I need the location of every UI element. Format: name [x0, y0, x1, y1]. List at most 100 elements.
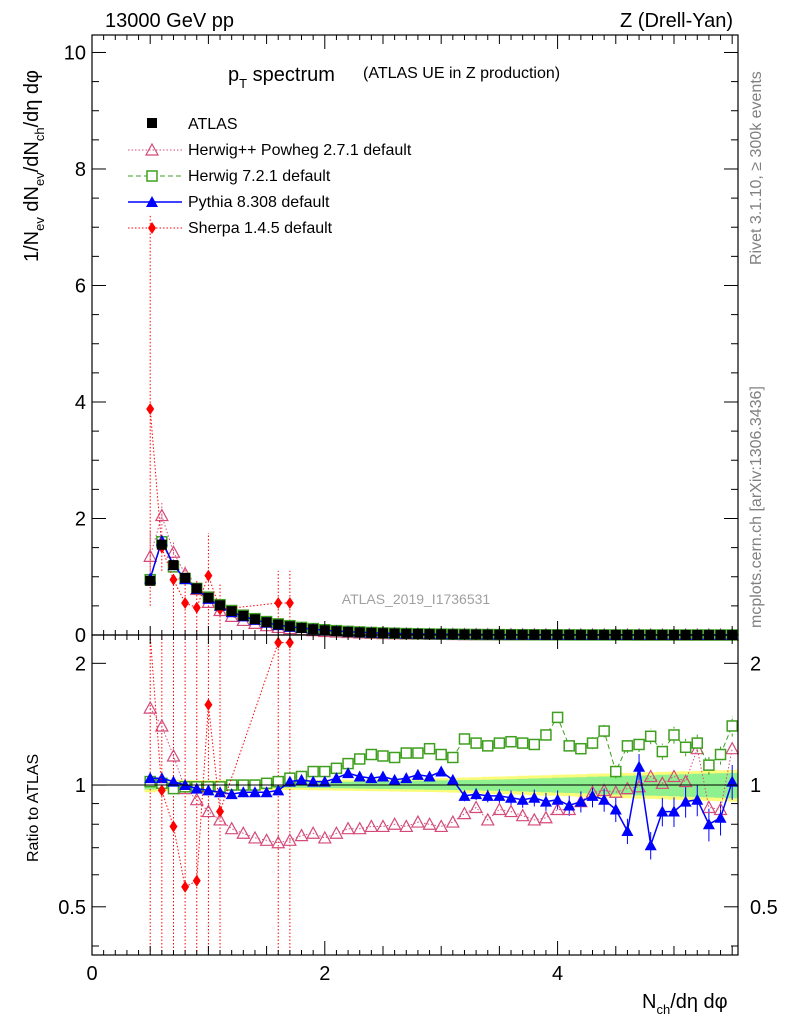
ratio-herwig7-point: [610, 765, 622, 778]
ratio-herwigpp-point: [294, 828, 309, 842]
ratio-herwigpp-point: [282, 833, 297, 846]
ratio-pythia-point: [633, 760, 646, 772]
ratio-herwigpp-point: [154, 718, 169, 732]
main-sherpa-point: [146, 402, 155, 415]
ratio-herwigpp-point: [457, 806, 472, 820]
title-p: p: [228, 64, 239, 86]
ratio-herwigpp-point: [550, 802, 565, 816]
legend: ATLAS Herwig++ Powheg 2.7.1 default Herw…: [128, 116, 412, 237]
main-atlas-point: [249, 614, 260, 625]
main-y-tick-label: 2: [75, 508, 86, 530]
ratio-herwigpp-point: [189, 792, 204, 806]
main-sherpa-point: [192, 601, 201, 614]
ratio-herwig7-point: [505, 735, 517, 748]
legend-herwigpp: Herwig++ Powheg 2.7.1 default: [188, 142, 412, 159]
x-axis-label: Nch/dη dφ: [642, 991, 728, 1017]
ratio-herwig7-point: [644, 730, 657, 743]
main-atlas-point: [191, 583, 202, 594]
ratio-sherpa-point: [181, 880, 190, 893]
main-y-tick-label: 8: [75, 159, 86, 181]
ratio-herwig7-point: [691, 737, 704, 749]
ratio-pythia-point: [411, 768, 424, 780]
ratio-herwigpp-point: [643, 769, 658, 783]
main-series-herwigpp: [143, 508, 740, 641]
main-y-tick-label: 10: [64, 42, 86, 64]
main-atlas-point: [203, 592, 214, 603]
ratio-herwig7-point: [412, 747, 424, 759]
ratio-herwigpp-point: [445, 814, 460, 828]
ratio-herwig7-point: [458, 733, 471, 745]
ratio-herwig7-point: [365, 748, 378, 761]
ratio-herwigpp-point: [306, 826, 321, 839]
ratio-herwig7-point: [493, 737, 506, 749]
ratio-y-tick-label-right: 0.5: [750, 897, 778, 919]
ratio-herwig7-point: [528, 738, 541, 751]
xlabel-sub: ch: [656, 1002, 670, 1017]
ratio-herwig7-point: [726, 720, 738, 732]
main-series-atlas: [145, 539, 738, 640]
ratio-pythia-point: [516, 793, 529, 805]
ratio-pythia-point: [155, 772, 168, 784]
ratio-herwig7-point: [679, 741, 692, 754]
ratio-y-tick-label-right: 1: [750, 775, 761, 797]
ratio-pythia-point: [190, 782, 203, 794]
ratio-pythia-point: [214, 786, 227, 798]
ratio-herwigpp-point: [399, 819, 414, 833]
ratio-pythia-point: [295, 773, 308, 785]
ratio-herwig7-point: [575, 742, 587, 755]
ratio-pythia-point: [691, 793, 704, 805]
mcplots-text: mcplots.cern.ch [arXiv:1306.3436]: [748, 386, 765, 628]
ratio-pythia-point: [667, 805, 680, 817]
ratio-series-sherpa: [149, 634, 294, 893]
ratio-herwig7-point: [668, 729, 680, 741]
main-atlas-point: [273, 619, 284, 630]
main-sherpa-point: [204, 569, 213, 582]
ratio-herwigpp-point: [678, 774, 693, 788]
ratio-herwig7-point: [447, 751, 459, 764]
ratio-herwig7-point: [598, 725, 610, 737]
legend-sherpa: Sherpa 1.4.5 default: [188, 220, 333, 237]
main-series-pythia: [144, 534, 739, 640]
ratio-herwigpp-point: [538, 810, 553, 824]
ratio-herwig7-point: [586, 737, 599, 749]
ratio-herwigpp-point: [329, 826, 344, 839]
ratio-pythia-point: [493, 789, 506, 801]
legend-atlas-marker: [147, 118, 157, 128]
ratio-herwig7-point: [388, 751, 401, 764]
ratio-pythia-point: [470, 788, 483, 800]
main-herwigpp-point: [143, 549, 158, 562]
ratio-herwigpp-point: [480, 812, 495, 826]
main-atlas-point: [284, 621, 295, 632]
ratio-pythia-point: [144, 772, 157, 784]
legend-herwig7-marker: [146, 170, 158, 182]
ratio-pythia-point: [621, 824, 634, 836]
main-series-herwig7: [144, 536, 738, 641]
ratio-herwigpp-point: [725, 741, 740, 755]
ratio-pythia-point: [167, 775, 180, 787]
ratio-pythia-point: [656, 805, 669, 817]
main-y-tick-label: 6: [75, 275, 86, 297]
ratio-herwig7-point: [540, 729, 552, 741]
ratio-pythia-point: [435, 765, 448, 777]
main-y-axis-label: 1/Nev dNev/dNch/dη dφ: [21, 70, 47, 262]
ratio-pythia-point: [376, 770, 389, 782]
ratio-herwig7-point: [563, 740, 575, 752]
ratio-pythia-point: [202, 784, 215, 796]
ratio-herwig7-point: [481, 740, 494, 752]
ratio-pythia-point: [609, 803, 622, 815]
ratio-pythia-point: [702, 818, 715, 830]
ratio-herwig7-point: [551, 711, 564, 724]
ratio-herwigpp-point: [620, 781, 635, 795]
ratio-pythia-point: [248, 786, 261, 798]
ratio-pythia-point: [586, 789, 599, 801]
ratio-herwigpp-point: [504, 804, 519, 818]
legend-atlas: ATLAS: [188, 116, 238, 133]
ratio-herwigpp-point: [352, 821, 367, 835]
ratio-pythia-point: [283, 775, 296, 787]
ratio-pythia-point: [342, 767, 355, 779]
ratio-pythia-point: [539, 795, 552, 807]
ratio-pythia-point: [353, 770, 366, 782]
title-extra: (ATLAS UE in Z production): [363, 65, 560, 82]
ratio-herwig7-point: [342, 757, 354, 770]
legend-herwigpp-marker: [144, 142, 160, 156]
